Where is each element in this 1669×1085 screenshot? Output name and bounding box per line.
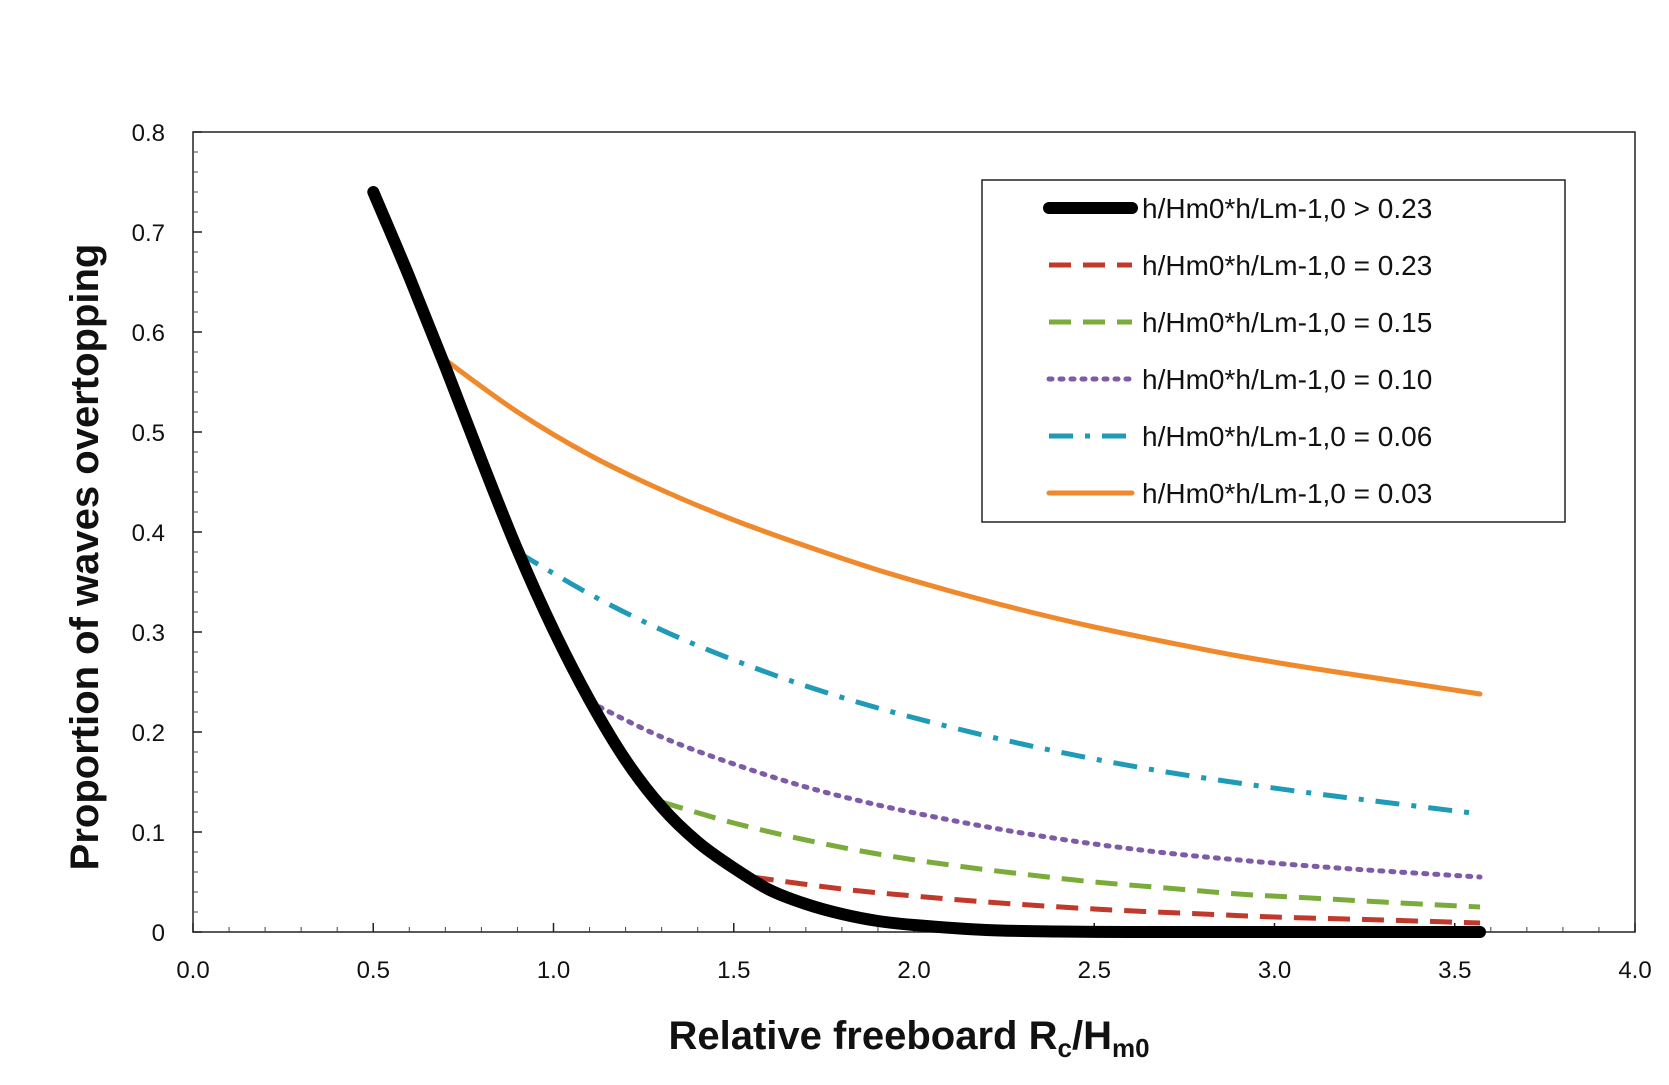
axes-layer: 0.0 0.5 1.0 1.5 2.0 2.5 3.0 3.5 4.0 0 0.1 0.2 0.3 0.4… (132, 120, 1652, 984)
x-tick-label: 1.5 (717, 957, 750, 984)
x-axis-title-mid: /H (1072, 1014, 1112, 1058)
x-tick-label: 3.5 (1438, 957, 1471, 984)
y-tick-label: 0.1 (132, 820, 165, 847)
legend-label-0: h/Hm0*h/Lm-1,0 > 0.23 (1142, 193, 1432, 224)
legend-label-3: h/Hm0*h/Lm-1,0 = 0.10 (1142, 364, 1432, 395)
y-tick-label: 0.6 (132, 320, 165, 347)
y-tick-label: 0.3 (132, 620, 165, 647)
series-line-0 (367, 186, 1486, 939)
y-tick-label: 0.4 (132, 520, 165, 547)
series-line-1 (751, 874, 1481, 926)
y-tick-label: 0 (152, 920, 165, 947)
y-tick-label: 0.7 (132, 220, 165, 247)
legend-box (981, 179, 1566, 523)
x-tick-label: 3.0 (1258, 957, 1291, 984)
x-axis-title-sub2: m0 (1112, 1033, 1150, 1063)
x-tick-label: 1.0 (537, 957, 570, 984)
y-tick-label: 0.2 (132, 720, 165, 747)
x-tick-label: 2.0 (897, 957, 930, 984)
x-axis-title: Relative freeboard Rc/Hm0 (668, 1014, 1149, 1063)
y-axis-title: Proportion of waves overtopping (63, 244, 107, 871)
series-layer (367, 186, 1486, 939)
legend-label-2: h/Hm0*h/Lm-1,0 = 0.15 (1142, 307, 1432, 338)
y-tick-label: 0.5 (132, 420, 165, 447)
series-line-2 (660, 799, 1481, 910)
x-tick-label: 2.5 (1078, 957, 1111, 984)
legend: h/Hm0*h/Lm-1,0 > 0.23 h/Hm0*h/Lm-1,0 = 0.… (981, 179, 1566, 523)
series-line-5 (442, 357, 1483, 697)
legend-label-1: h/Hm0*h/Lm-1,0 = 0.23 (1142, 250, 1432, 281)
x-tick-label: 0.5 (357, 957, 390, 984)
legend-label-4: h/Hm0*h/Lm-1,0 = 0.06 (1142, 421, 1432, 452)
x-axis-title-main: Relative freeboard R (668, 1014, 1057, 1058)
x-tick-label: 4.0 (1618, 957, 1651, 984)
y-tick-label: 0.8 (132, 120, 165, 147)
x-axis-title-sub1: c (1057, 1033, 1071, 1063)
series-line-4 (516, 549, 1481, 817)
x-tick-label: 0.0 (176, 957, 209, 984)
legend-label-5: h/Hm0*h/Lm-1,0 = 0.03 (1142, 478, 1432, 509)
series-line-3 (587, 699, 1483, 880)
